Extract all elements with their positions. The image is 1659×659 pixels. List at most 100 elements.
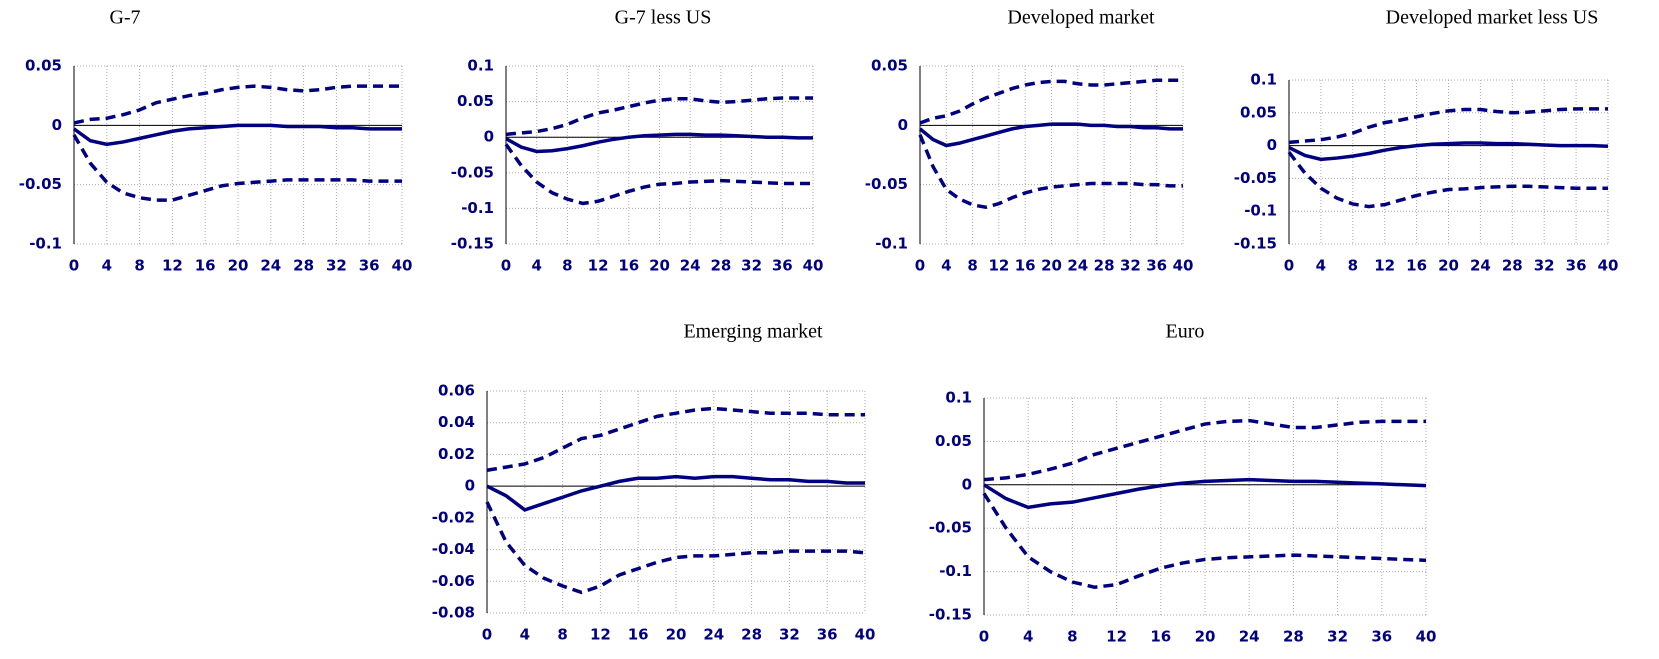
- y-tick-label: 0.1: [1250, 71, 1277, 89]
- y-tick-label: 0: [465, 477, 475, 495]
- x-tick-label: 24: [680, 257, 701, 275]
- x-tick-label: 16: [1406, 257, 1427, 275]
- x-tick-label: 40: [1173, 257, 1194, 275]
- y-tick-label: -0.05: [1234, 169, 1277, 187]
- chart-title: Euro: [1166, 321, 1205, 343]
- x-tick-label: 40: [392, 257, 413, 275]
- y-tick-label: -0.15: [451, 235, 494, 253]
- y-tick-label: -0.15: [929, 606, 972, 624]
- chart-title: Emerging market: [683, 321, 822, 343]
- x-tick-label: 28: [1283, 628, 1304, 646]
- y-tick-label: -0.1: [29, 235, 62, 253]
- x-tick-label: 12: [590, 626, 611, 644]
- series-line: [72, 133, 402, 202]
- x-tick-label: 24: [260, 257, 281, 275]
- series-line: [919, 78, 1183, 125]
- x-tick-label: 24: [1470, 257, 1491, 275]
- x-tick-label: 32: [326, 257, 347, 275]
- series-line: [486, 406, 865, 473]
- x-tick-label: 16: [195, 257, 216, 275]
- series-line: [72, 123, 402, 147]
- y-tick-label: 0.06: [438, 382, 475, 400]
- series-line: [1288, 141, 1609, 162]
- x-tick-label: 12: [162, 257, 183, 275]
- x-tick-label: 20: [228, 257, 249, 275]
- y-tick-label: 0.05: [457, 92, 494, 110]
- y-tick-label: -0.05: [929, 519, 972, 537]
- x-tick-label: 8: [1348, 257, 1358, 275]
- x-tick-label: 4: [520, 626, 530, 644]
- y-tick-label: -0.05: [451, 163, 494, 181]
- y-tick-label: 0.1: [945, 389, 972, 407]
- y-tick-label: 0: [484, 128, 494, 146]
- y-tick-label: 0.05: [1240, 103, 1277, 121]
- x-tick-label: 4: [531, 257, 541, 275]
- x-tick-label: 36: [817, 626, 838, 644]
- x-tick-label: 36: [1566, 257, 1587, 275]
- x-tick-label: 16: [618, 257, 639, 275]
- x-tick-label: 16: [1150, 628, 1171, 646]
- y-tick-label: 0: [1267, 136, 1277, 154]
- x-tick-label: 36: [1371, 628, 1392, 646]
- y-tick-label: -0.04: [432, 540, 475, 558]
- x-tick-label: 16: [628, 626, 649, 644]
- chart-title: Developed market: [1007, 7, 1155, 29]
- chart-title: G-7: [109, 7, 140, 29]
- x-tick-label: 8: [557, 626, 567, 644]
- series-line: [505, 96, 813, 137]
- x-tick-label: 20: [1195, 628, 1216, 646]
- x-tick-label: 8: [134, 257, 144, 275]
- y-tick-label: 0.05: [871, 57, 908, 75]
- x-tick-label: 32: [1120, 257, 1141, 275]
- y-tick-label: 0: [962, 475, 972, 493]
- x-tick-label: 0: [915, 257, 925, 275]
- x-tick-label: 28: [1502, 257, 1523, 275]
- y-tick-label: -0.02: [432, 508, 475, 526]
- x-tick-label: 16: [1015, 257, 1036, 275]
- x-tick-label: 32: [741, 257, 762, 275]
- x-tick-label: 40: [1416, 628, 1437, 646]
- x-tick-label: 12: [1374, 257, 1395, 275]
- series-line: [983, 477, 1427, 510]
- x-tick-label: 20: [1438, 257, 1459, 275]
- series-line: [73, 84, 402, 125]
- x-tick-label: 40: [803, 257, 824, 275]
- y-tick-label: -0.1: [875, 235, 908, 253]
- chart-title: Developed market less US: [1386, 7, 1599, 29]
- chart-title: G-7 less US: [615, 7, 712, 29]
- x-tick-label: 28: [710, 257, 731, 275]
- x-tick-label: 28: [293, 257, 314, 275]
- x-tick-label: 4: [1023, 628, 1033, 646]
- x-tick-label: 24: [1067, 257, 1088, 275]
- series-line: [983, 418, 1426, 482]
- series-line: [918, 134, 1183, 210]
- x-tick-label: 36: [1146, 257, 1167, 275]
- y-tick-label: 0.05: [935, 432, 972, 450]
- x-tick-label: 12: [1106, 628, 1127, 646]
- y-tick-label: 0.1: [467, 57, 494, 75]
- y-tick-label: 0.05: [25, 57, 62, 75]
- series-line: [918, 122, 1183, 148]
- x-tick-label: 32: [779, 626, 800, 644]
- y-tick-label: 0: [52, 116, 62, 134]
- x-tick-label: 8: [967, 257, 977, 275]
- series-line: [1287, 151, 1608, 209]
- x-tick-label: 20: [666, 626, 687, 644]
- x-tick-label: 32: [1327, 628, 1348, 646]
- x-tick-label: 4: [102, 257, 112, 275]
- series-line: [982, 492, 1427, 589]
- x-tick-label: 36: [772, 257, 793, 275]
- y-tick-label: 0: [898, 116, 908, 134]
- y-tick-label: -0.1: [939, 562, 972, 580]
- x-tick-label: 40: [855, 626, 876, 644]
- x-tick-label: 0: [69, 257, 79, 275]
- x-tick-label: 0: [979, 628, 989, 646]
- x-tick-label: 0: [1284, 257, 1294, 275]
- x-tick-label: 40: [1598, 257, 1619, 275]
- x-tick-label: 28: [741, 626, 762, 644]
- x-tick-label: 0: [501, 257, 511, 275]
- x-tick-label: 4: [1316, 257, 1326, 275]
- x-tick-label: 0: [482, 626, 492, 644]
- x-tick-label: 8: [1067, 628, 1077, 646]
